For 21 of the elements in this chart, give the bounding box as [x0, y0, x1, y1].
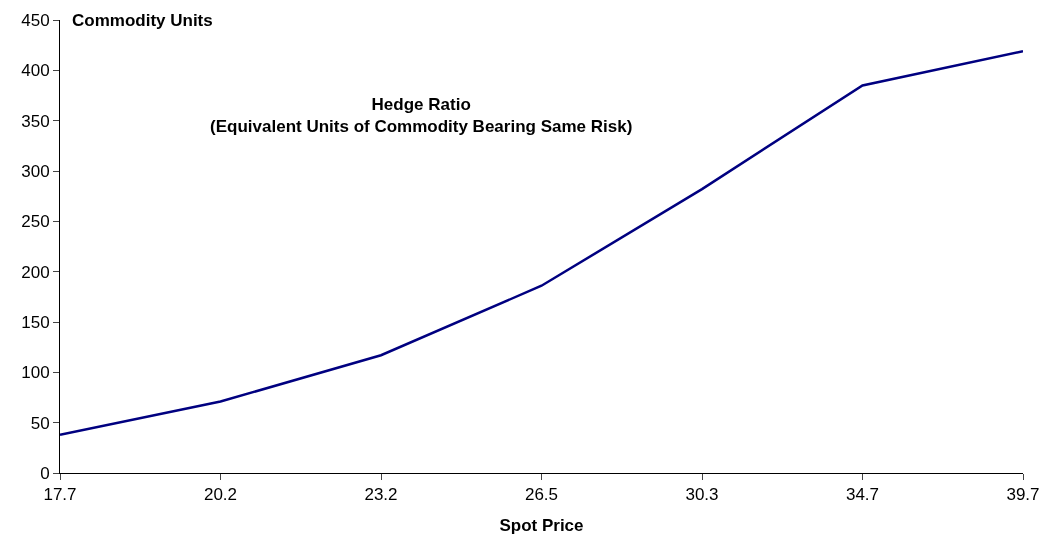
x-tick-label: 23.2 — [364, 485, 398, 505]
x-tick-label: 26.5 — [524, 485, 559, 505]
x-tick-label: 17.7 — [43, 485, 77, 505]
text: Hedge Ratio (Equivalent Units of Commodity Bearing Same Risk) — [210, 94, 633, 136]
y-tick-label: 200 — [21, 262, 50, 282]
x-axis-title: Spot Price — [499, 515, 584, 535]
y-tick-label: 300 — [21, 161, 50, 181]
y-tick-label: 150 — [21, 312, 50, 332]
x-tick-label: 30.3 — [685, 485, 719, 505]
x-tick-label: 20.2 — [203, 485, 238, 505]
x-tick-label: 39.7 — [1006, 485, 1040, 505]
y-tick-label: 0 — [40, 463, 50, 483]
y-tick-label: 450 — [21, 10, 50, 30]
y-tick-label: 250 — [21, 212, 50, 232]
y-tick-label: 400 — [21, 61, 50, 81]
y-tick-label: 100 — [21, 363, 50, 383]
y-tick-label: 350 — [21, 111, 50, 131]
line-series — [60, 49, 1023, 436]
y-axis-title: Commodity Units — [72, 11, 213, 30]
y-tick-label: 50 — [30, 413, 50, 433]
x-tick-label: 34.7 — [845, 485, 880, 505]
